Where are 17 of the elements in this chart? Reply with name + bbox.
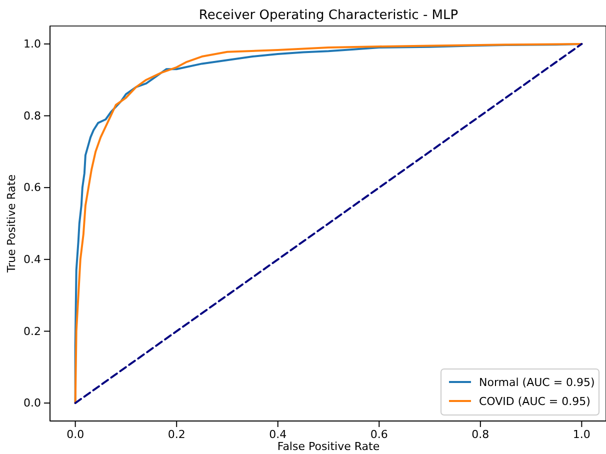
x-tick-label: 0.6 <box>370 428 388 441</box>
y-tick-label: 0.2 <box>24 324 41 338</box>
x-tick-label: 1.0 <box>572 428 590 441</box>
y-tick-label: 0.8 <box>24 109 41 122</box>
x-axis-title: False Positive Rate <box>277 440 380 453</box>
y-tick-label: 0.4 <box>24 252 41 266</box>
y-tick-label: 0.0 <box>24 396 41 410</box>
x-tick-label: 0.2 <box>168 428 186 441</box>
x-tick-label: 0.8 <box>472 428 490 441</box>
y-axis-title: True Positive Rate <box>5 174 18 274</box>
y-tick-label: 0.6 <box>24 181 41 194</box>
legend-label: COVID (AUC = 0.95) <box>479 395 590 408</box>
y-tick-label: 1.0 <box>24 37 41 50</box>
chart-title: Receiver Operating Characteristic - MLP <box>198 8 458 23</box>
x-tick-label: 0.4 <box>269 428 287 441</box>
x-tick-label: 0.0 <box>66 428 84 441</box>
legend-label: Normal (AUC = 0.95) <box>479 376 595 389</box>
